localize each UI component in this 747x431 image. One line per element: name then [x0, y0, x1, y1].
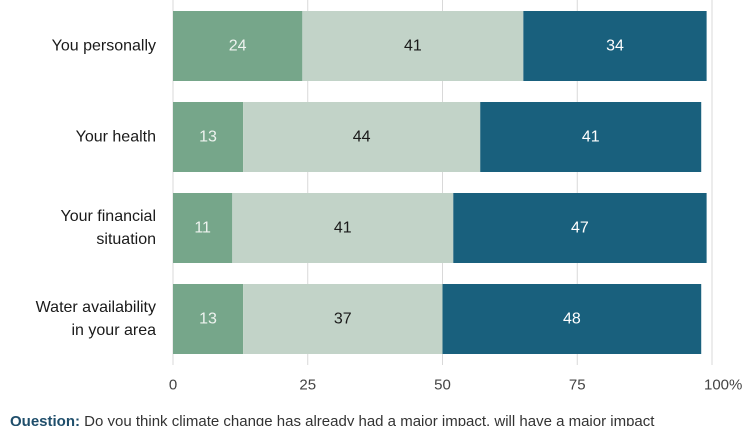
category-label: situation [96, 231, 156, 248]
bar-segment [243, 284, 443, 354]
bar-segment [232, 193, 454, 263]
data-label: 41 [334, 220, 352, 237]
bar-segment [173, 102, 244, 172]
x-tick-label: 25 [299, 377, 316, 394]
data-label: 24 [229, 38, 247, 55]
x-tick-label: 50 [434, 377, 451, 394]
bar-segment [453, 193, 707, 263]
data-label: 37 [334, 311, 352, 328]
category-label: in your area [72, 322, 157, 339]
data-label: 44 [353, 129, 371, 146]
bar-segment [302, 11, 524, 81]
category-label: Your financial [61, 208, 156, 225]
question-text: Do you think climate change has already … [80, 413, 655, 426]
category-label: Your health [76, 129, 156, 146]
bar-segment [442, 284, 702, 354]
x-tick-label: 75 [569, 377, 586, 394]
bar-segment [243, 102, 481, 172]
x-tick-label: 0 [169, 377, 177, 394]
data-label: 47 [571, 220, 589, 237]
data-label: 34 [606, 38, 624, 55]
bar-segment [173, 284, 244, 354]
data-label: 13 [199, 129, 217, 146]
data-label: 41 [582, 129, 600, 146]
category-label: Water availability [36, 299, 156, 316]
x-tick-label: 100% [704, 377, 742, 394]
data-label: 11 [194, 220, 211, 237]
bar-segment [173, 11, 303, 81]
bar-segment [173, 193, 233, 263]
data-label: 48 [563, 311, 581, 328]
bar-segment [523, 11, 707, 81]
data-label: 13 [199, 311, 217, 328]
question-label: Question: [10, 413, 80, 426]
category-label: You personally [52, 38, 156, 55]
question-footnote: Question: Do you think climate change ha… [10, 412, 745, 426]
data-label: 41 [404, 38, 422, 55]
bar-segment [480, 102, 702, 172]
